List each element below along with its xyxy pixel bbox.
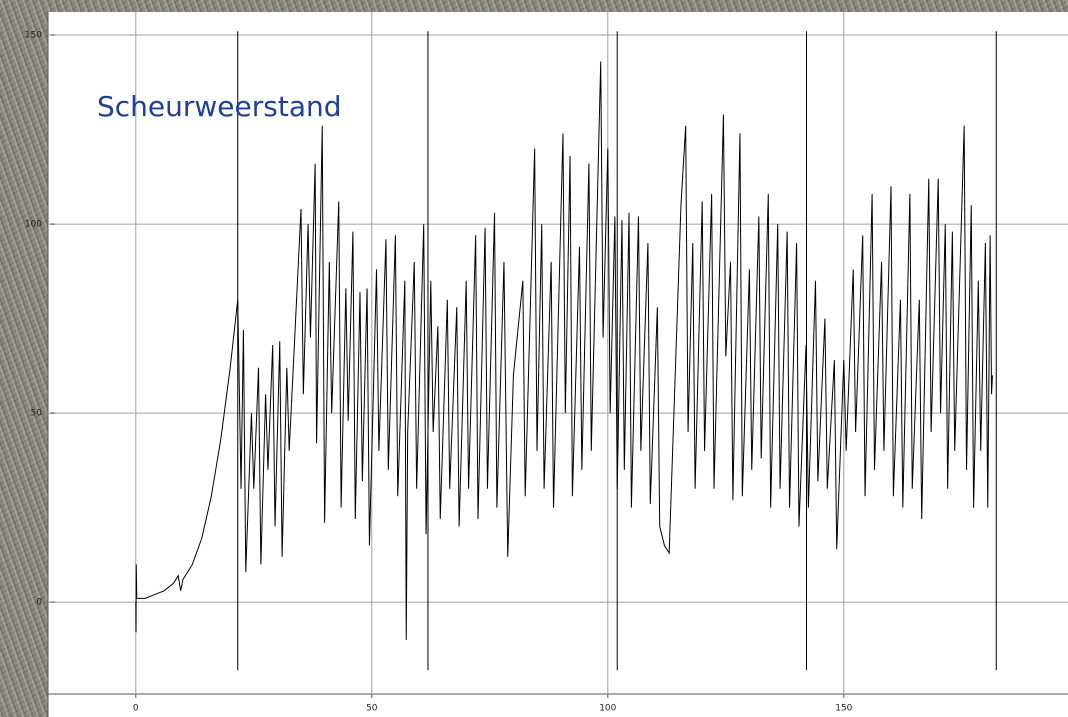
- y-tick-label: 0: [36, 598, 42, 608]
- x-tick-label: 0: [133, 704, 139, 714]
- plot-area: [48, 12, 1068, 694]
- y-tick-label: 150: [25, 31, 42, 41]
- x-axis-area: [48, 694, 1068, 717]
- y-tick-label: 100: [25, 220, 42, 230]
- y-tick-label: 50: [31, 409, 43, 419]
- x-tick-label: 50: [366, 704, 378, 714]
- data-line: [135, 61, 993, 640]
- chart-title: Scheurweerstand: [97, 90, 342, 123]
- x-tick-label: 150: [835, 704, 852, 714]
- x-tick-label: 100: [599, 704, 616, 714]
